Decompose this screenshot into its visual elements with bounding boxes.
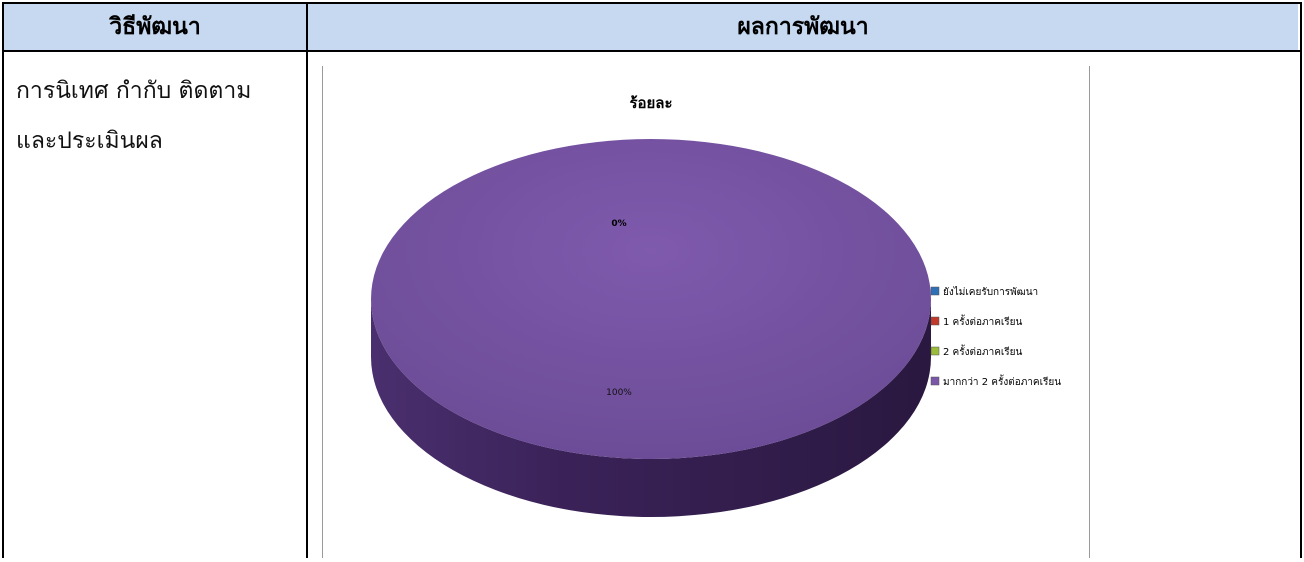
method-line-1: การนิเทศ กำกับ ติดตาม — [16, 78, 252, 104]
legend-label-1: ยังไม่เคยรับการพัฒนา — [943, 286, 1038, 298]
legend-label-2: 1 ครั้งต่อภาคเรียน — [943, 314, 1023, 328]
header-result: ผลการพัฒนา — [308, 4, 1298, 50]
legend-swatch-3 — [930, 346, 940, 356]
table-border-top — [2, 2, 1302, 4]
pie-slice-4 — [371, 139, 931, 459]
chart-frame: ร้อยละ 0% 100% ยังไม่เคยรับการพัฒนา 1 ครั้งต… — [322, 66, 1090, 558]
table-border-right — [1300, 2, 1302, 558]
header-method: วิธีพัฒนา — [4, 4, 306, 50]
table-header-divider — [2, 50, 1302, 52]
chart-title: ร้อยละ — [629, 94, 672, 112]
legend-label-4: มากกว่า 2 ครั้งต่อภาคเรียน — [943, 374, 1061, 388]
table-border-left — [2, 2, 4, 558]
pie-side — [371, 299, 931, 517]
method-cell: การนิเทศ กำกับ ติดตาม และประเมินผล — [16, 66, 301, 166]
table-column-divider — [306, 2, 308, 558]
method-line-2: และประเมินผล — [16, 128, 163, 154]
legend-label-3: 2 ครั้งต่อภาคเรียน — [943, 344, 1023, 358]
legend-swatch-4 — [930, 376, 940, 386]
pie-chart: ร้อยละ 0% 100% ยังไม่เคยรับการพัฒนา 1 ครั้งต… — [371, 94, 1061, 517]
legend-swatch-1 — [930, 286, 940, 296]
data-label-hundred: 100% — [606, 388, 632, 398]
data-label-zero: 0% — [611, 219, 626, 229]
legend-swatch-2 — [930, 316, 940, 326]
